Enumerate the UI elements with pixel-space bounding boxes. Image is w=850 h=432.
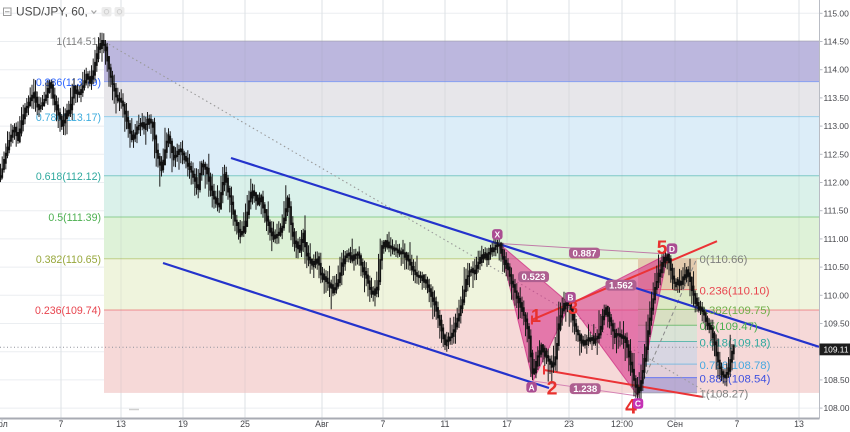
svg-text:25: 25 — [240, 419, 250, 429]
svg-text:0(110.66): 0(110.66) — [700, 254, 748, 266]
svg-text:0.618(112.12): 0.618(112.12) — [36, 171, 101, 183]
svg-text:0.523: 0.523 — [521, 272, 545, 283]
svg-text:C: C — [635, 399, 641, 409]
svg-text:D: D — [669, 244, 675, 254]
svg-text:X: X — [494, 230, 500, 240]
svg-text:0.382(109.75): 0.382(109.75) — [700, 305, 771, 317]
svg-text:0.236(109.74): 0.236(109.74) — [35, 305, 101, 317]
svg-text:114.00: 114.00 — [824, 65, 850, 75]
svg-text:1(108.27): 1(108.27) — [700, 389, 749, 401]
svg-text:0.786(113.17): 0.786(113.17) — [36, 112, 101, 124]
svg-text:112.50: 112.50 — [824, 149, 850, 159]
svg-text:0.886(108.54): 0.886(108.54) — [700, 373, 771, 385]
svg-text:113.50: 113.50 — [824, 93, 850, 103]
svg-text:1: 1 — [531, 306, 541, 326]
svg-text:111.00: 111.00 — [824, 234, 849, 244]
svg-text:110.50: 110.50 — [824, 262, 850, 272]
svg-text:7: 7 — [59, 419, 64, 429]
svg-text:0.382(110.65): 0.382(110.65) — [36, 254, 101, 266]
svg-text:3: 3 — [568, 298, 578, 318]
svg-text:7: 7 — [381, 419, 386, 429]
svg-text:5: 5 — [657, 238, 668, 259]
svg-text:юл: юл — [0, 419, 8, 429]
svg-text:A: A — [529, 383, 535, 393]
svg-text:114.50: 114.50 — [824, 37, 850, 47]
svg-text:115.00: 115.00 — [824, 8, 850, 18]
svg-text:109.50: 109.50 — [824, 319, 850, 329]
svg-text:0.618(109.18): 0.618(109.18) — [700, 337, 771, 349]
svg-text:0.786(108.78): 0.786(108.78) — [700, 360, 771, 372]
svg-text:1.238: 1.238 — [573, 384, 598, 395]
svg-text:1(114.51): 1(114.51) — [56, 36, 101, 48]
svg-text:11: 11 — [440, 419, 449, 429]
svg-text:113.00: 113.00 — [824, 121, 850, 131]
svg-text:0.887: 0.887 — [572, 248, 596, 259]
svg-text:108.50: 108.50 — [824, 375, 850, 385]
svg-text:12:00: 12:00 — [611, 419, 633, 429]
svg-text:108.00: 108.00 — [824, 403, 850, 413]
svg-text:0.5(109.47): 0.5(109.47) — [700, 321, 758, 333]
svg-text:13: 13 — [794, 419, 804, 429]
svg-text:19: 19 — [178, 419, 188, 429]
svg-text:B: B — [567, 293, 573, 303]
svg-text:17: 17 — [502, 419, 512, 429]
svg-text:Авг: Авг — [315, 419, 329, 429]
svg-text:23: 23 — [564, 419, 574, 429]
svg-text:Сен: Сен — [667, 419, 683, 429]
svg-text:1.562: 1.562 — [609, 281, 633, 292]
svg-text:7: 7 — [735, 419, 740, 429]
svg-text:0.236(110.10): 0.236(110.10) — [700, 285, 770, 297]
svg-text:112.00: 112.00 — [824, 178, 850, 188]
svg-text:0.5(111.39): 0.5(111.39) — [48, 212, 101, 224]
svg-text:110.00: 110.00 — [824, 290, 850, 300]
svg-text:2: 2 — [547, 378, 558, 400]
svg-text:111.50: 111.50 — [824, 206, 849, 216]
svg-text:109.11: 109.11 — [824, 344, 849, 354]
svg-text:13: 13 — [116, 419, 126, 429]
svg-text:USD/JPY, 60,: USD/JPY, 60, — [16, 5, 88, 19]
